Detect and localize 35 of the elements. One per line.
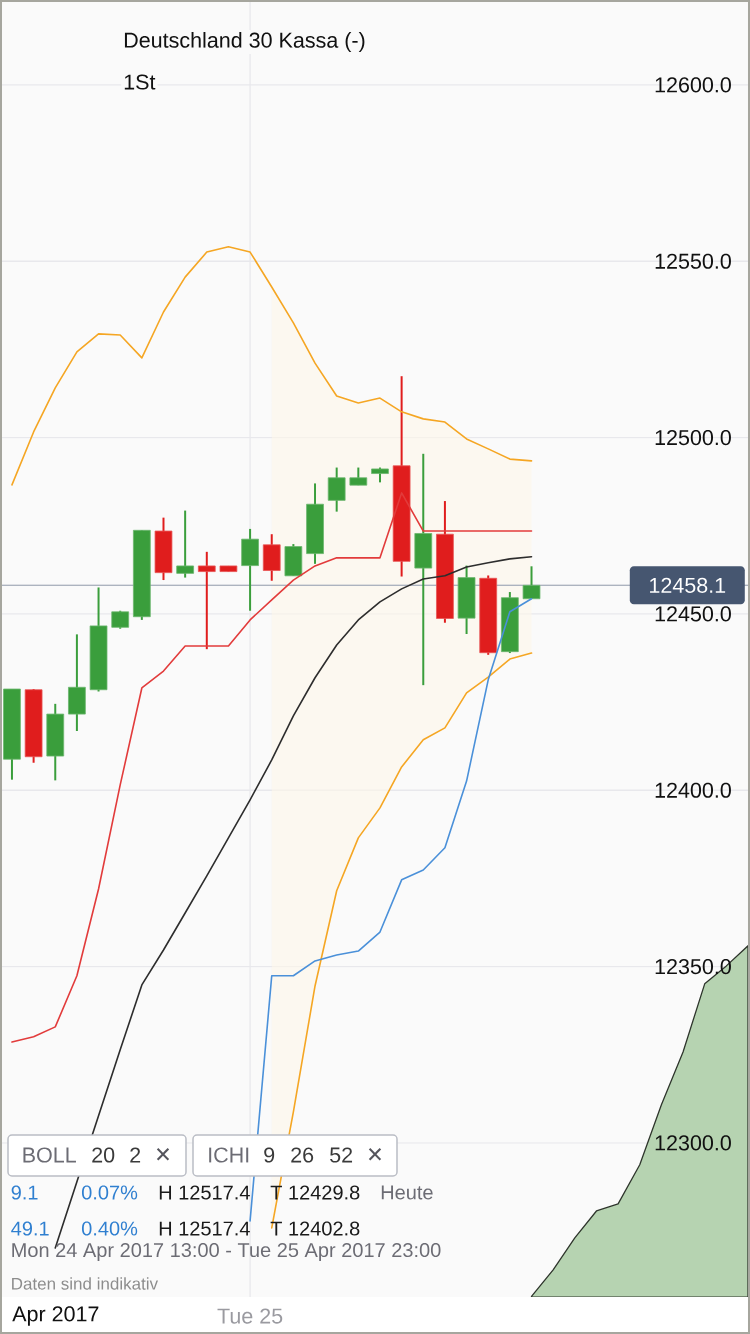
text: Deutschland 30 Kassa (-) — [124, 32, 365, 53]
candlestick — [522, 565, 541, 600]
y-tick-label: 12600.0 — [655, 77, 731, 93]
annotation: Daten sind indikativ — [12, 1277, 159, 1290]
annotation: 52 — [330, 1147, 353, 1163]
annotation: 49.1 — [11, 1221, 49, 1236]
annotation: 2 — [130, 1147, 141, 1163]
annotation: 26 — [291, 1147, 314, 1163]
annotation: Heute — [381, 1185, 433, 1200]
annotation: 9 — [264, 1147, 275, 1163]
y-tick-label: 12450.0 — [655, 606, 731, 622]
annotation: ✕ — [156, 1148, 170, 1161]
annotation: 0.07% — [81, 1185, 138, 1200]
annotation: T 12402.8 — [270, 1221, 360, 1236]
annotation: Mon 24 Apr 2017 13:00 - Tue 25 Apr 2017 23:00 — [12, 1242, 441, 1262]
candlestick — [176, 509, 194, 579]
line-series — [11, 245, 533, 486]
annotation: ICHI — [209, 1147, 249, 1163]
x-axis-title: Apr 2017 — [12, 1306, 99, 1326]
y-tick-label: 12300.0 — [655, 1135, 731, 1151]
annotation: BOLL — [23, 1147, 76, 1163]
annotation: H 12517.4 — [159, 1185, 250, 1200]
annotation: ✕ — [368, 1148, 382, 1161]
annotation: 9.1 — [11, 1185, 38, 1200]
annotation: 0.40% — [81, 1221, 138, 1236]
candlestick — [197, 550, 216, 651]
annotation: H 12517.4 — [159, 1221, 250, 1236]
annotation: 20 — [92, 1147, 115, 1163]
ref-line-label: 12458.1 — [650, 577, 726, 593]
x-tick-label: Tue 25 — [217, 1308, 283, 1324]
y-tick-label: 12500.0 — [655, 429, 731, 446]
text: 1St — [124, 74, 156, 90]
y-tick-label: 12400.0 — [655, 782, 731, 798]
candlestick — [327, 466, 346, 513]
y-tick-label: 12550.0 — [655, 253, 731, 269]
